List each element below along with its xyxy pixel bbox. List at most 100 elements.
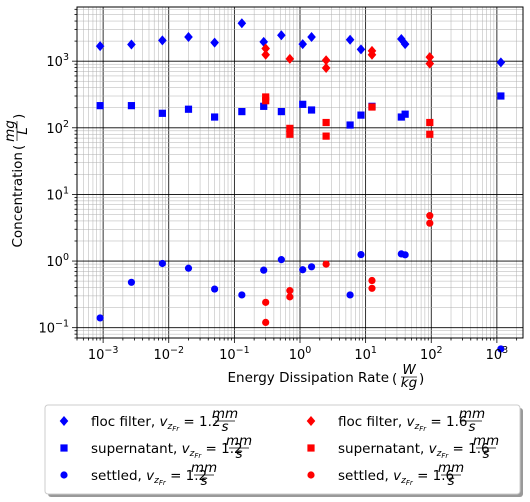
legend-unit-numerator: mm — [438, 460, 464, 476]
data-point — [260, 102, 268, 110]
legend-unit-denominator: s — [447, 473, 454, 489]
data-point — [262, 298, 270, 306]
data-point — [368, 284, 376, 292]
data-point — [307, 32, 316, 43]
legend-marker — [307, 471, 315, 479]
data-point — [262, 93, 270, 101]
data-point — [368, 276, 376, 285]
data-point — [321, 55, 331, 66]
data-point — [262, 318, 270, 327]
x-tick-label: 102 — [420, 345, 443, 363]
data-point — [346, 291, 354, 299]
legend-unit-denominator: s — [482, 446, 489, 462]
data-point — [127, 39, 136, 50]
x-axis-label: Energy Dissipation Rate — [228, 370, 389, 386]
data-point — [261, 43, 270, 54]
x-tick-label: 101 — [354, 345, 377, 363]
data-point — [184, 105, 193, 113]
data-point — [211, 113, 219, 121]
data-point — [322, 260, 330, 268]
data-point — [127, 278, 136, 286]
data-point — [277, 107, 285, 116]
data-point — [158, 259, 166, 268]
data-point — [322, 132, 330, 140]
legend-box — [44, 404, 521, 495]
data-point — [285, 53, 295, 64]
data-point — [95, 41, 105, 52]
y-tick-label: 100 — [46, 252, 69, 270]
y-tick-label: 10−1 — [38, 319, 69, 337]
legend-marker — [60, 444, 68, 452]
data-point — [497, 345, 505, 353]
data-point — [299, 266, 307, 274]
data-point — [96, 102, 104, 110]
data-point — [96, 314, 104, 322]
data-point — [238, 107, 246, 116]
legend-label: settled, vzFr = 1.2 — [91, 468, 207, 487]
data-point — [426, 219, 434, 227]
data-point — [425, 58, 435, 69]
legend-marker — [60, 471, 68, 479]
data-point — [158, 109, 166, 117]
series-1 — [95, 18, 506, 68]
data-point — [211, 285, 219, 293]
legend-marker — [307, 444, 315, 452]
data-point — [127, 102, 136, 110]
x-unit-paren: ( — [392, 371, 397, 387]
legend-unit-denominator: s — [200, 473, 207, 489]
legend-unit-numerator: mm — [212, 406, 238, 422]
data-point — [426, 118, 434, 127]
data-point — [238, 291, 246, 299]
data-point — [400, 39, 410, 50]
legend-unit-numerator: mm — [473, 433, 499, 449]
data-point — [286, 130, 294, 138]
legend-unit-denominator: s — [468, 419, 475, 435]
y-tick-label: 103 — [46, 52, 69, 70]
data-point — [262, 97, 270, 105]
y-tick-label: 101 — [46, 185, 69, 203]
y-unit-numerator: mg — [2, 120, 18, 142]
data-point — [237, 18, 247, 29]
data-point — [210, 37, 219, 48]
data-point — [425, 52, 435, 63]
data-point — [368, 103, 376, 111]
data-point — [346, 121, 354, 129]
x-unit-paren: ) — [419, 371, 424, 387]
series-2 — [96, 92, 505, 129]
data-point — [367, 49, 377, 60]
y-tick-label: 102 — [46, 119, 69, 137]
data-point — [184, 32, 193, 43]
grid — [76, 7, 523, 339]
data-point — [277, 30, 286, 41]
legend-label: floc filter, vzFr = 1.6 — [338, 414, 467, 433]
data-point — [260, 266, 268, 274]
x-axis-unit: (Wkg) — [392, 362, 424, 391]
y-unit-denominator: L — [15, 127, 31, 135]
data-point — [401, 251, 409, 259]
series-3 — [96, 250, 505, 353]
data-point — [298, 39, 308, 50]
data-point — [322, 118, 330, 127]
legend-unit-numerator: mm — [459, 406, 485, 422]
legend-label: supernatant, vzFr = 1.6 — [338, 441, 490, 460]
y-unit-paren: ( — [11, 145, 27, 150]
series-4 — [261, 43, 435, 73]
x-tick-label: 100 — [289, 345, 312, 363]
x-tick-label: 10−2 — [153, 345, 184, 363]
data-point — [397, 113, 405, 121]
legend-marker — [306, 416, 316, 426]
data-point — [259, 36, 269, 47]
data-point — [184, 264, 193, 272]
x-tick-label: 10−1 — [219, 345, 250, 363]
x-tick-label: 103 — [486, 345, 509, 363]
y-axis-label: Concentration (mgL) — [2, 114, 31, 248]
y-axis-label-text: Concentration — [10, 152, 26, 248]
series-5 — [262, 93, 434, 140]
